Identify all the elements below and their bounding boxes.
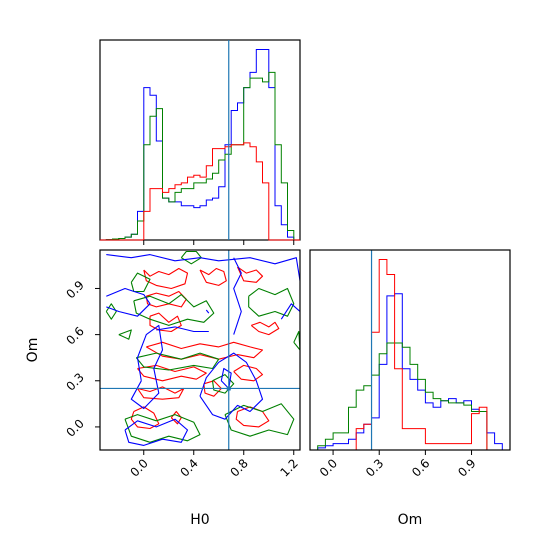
truth-point — [226, 386, 231, 391]
histogram-h0-panel — [99, 39, 301, 245]
histogram-om-series-1 — [310, 293, 510, 451]
contour-series-3-2 — [236, 266, 264, 283]
histogram-h0-ticks — [143, 240, 295, 245]
contour-series-3-3 — [145, 290, 187, 308]
y-axis-label-om: Om — [25, 338, 41, 363]
joint-x-tick-label-0: 0.0 — [127, 456, 150, 479]
histogram-om-x-tick-label-0: 0.0 — [317, 456, 340, 479]
contour-series-1-30 — [199, 352, 264, 420]
contour-series-3-5 — [250, 321, 280, 336]
contour-series-3-6 — [146, 341, 264, 360]
joint-truth-lines — [100, 250, 300, 450]
histogram-h0-series — [100, 49, 300, 241]
contour-series-1-26 — [106, 287, 151, 317]
histogram-om-series-2 — [310, 342, 510, 451]
contour-series-3-12 — [235, 406, 270, 428]
histogram-om-series-3 — [310, 259, 510, 451]
histogram-h0-series-2 — [100, 71, 300, 241]
histogram-om-frame — [309, 249, 511, 451]
joint-x-ticks: 0.0 0.4 0.8 1.2 — [127, 450, 301, 480]
joint-x-tick-label-2: 0.8 — [227, 456, 250, 479]
histogram-om-panel: 0.0 0.3 0.6 0.9 — [309, 249, 511, 480]
histogram-om-x-tick-label-2: 0.6 — [409, 456, 432, 479]
contour-series-3-4 — [149, 312, 182, 333]
contour-series-1-34 — [220, 367, 232, 390]
contour-series-2-21 — [135, 352, 220, 371]
contour-series-3-8 — [233, 364, 264, 382]
contour-series-2-14 — [180, 250, 202, 265]
contour-series-1-31 — [124, 418, 189, 446]
x-axis-label-om: Om — [398, 512, 423, 528]
joint-contours — [105, 250, 300, 446]
x-axis-label-h0: H0 — [190, 512, 209, 528]
joint-y-tick-label-1: 0.3 — [63, 370, 86, 393]
contour-series-2-18 — [133, 294, 215, 326]
histogram-h0-series-3 — [100, 142, 300, 241]
contour-series-2-17 — [118, 329, 132, 340]
contour-series-1-25 — [106, 254, 300, 281]
contour-series-1-28 — [205, 309, 210, 314]
histogram-om-series — [310, 259, 510, 451]
histogram-h0-series-1 — [100, 49, 300, 241]
contour-series-2-16 — [105, 303, 117, 320]
joint-y-tick-label-2: 0.6 — [63, 324, 86, 347]
histogram-om-x-tick-label-3: 0.9 — [455, 456, 478, 479]
contour-series-3-10 — [130, 406, 160, 430]
contour-series-2-15 — [130, 272, 151, 293]
joint-x-tick-label-3: 1.2 — [277, 456, 300, 479]
contour-series-3-7 — [137, 364, 207, 382]
contour-series-2-19 — [248, 287, 295, 317]
contour-series-3-0 — [143, 267, 189, 290]
contour-series-1-32 — [233, 257, 242, 335]
contour-series-1-29 — [130, 324, 164, 410]
contour-series-3-1 — [199, 267, 227, 286]
contour-series-2-20 — [293, 330, 300, 351]
contour-series-2-22 — [124, 414, 201, 443]
joint-y-tick-label-0: 0.0 — [63, 416, 86, 439]
joint-frame — [99, 249, 301, 451]
contour-series-2-23 — [224, 403, 295, 437]
histogram-om-x-ticks: 0.0 0.3 0.6 0.9 — [317, 450, 479, 480]
histogram-h0-frame — [99, 39, 301, 241]
joint-y-ticks: 0.0 0.3 0.6 0.9 — [63, 278, 100, 440]
joint-y-tick-label-3: 0.9 — [63, 278, 86, 301]
contour-series-1-27 — [156, 326, 209, 333]
histogram-om-x-tick-label-1: 0.3 — [363, 456, 386, 479]
contour-series-1-33 — [280, 303, 300, 320]
joint-h0-om-panel: 0.0 0.4 0.8 1.2 0.0 0.3 0.6 0.9 — [63, 249, 301, 480]
contour-series-3-11 — [170, 410, 182, 425]
joint-x-tick-label-1: 0.4 — [177, 456, 200, 479]
